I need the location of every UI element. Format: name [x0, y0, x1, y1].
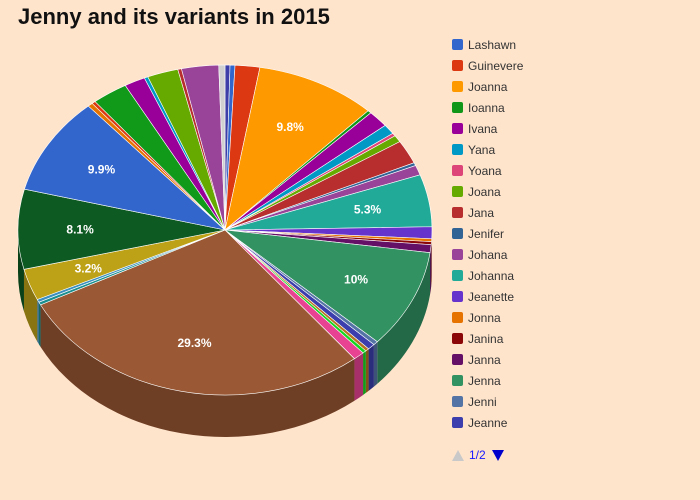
pie-label-janelle: 8.1%: [66, 222, 94, 236]
legend-swatch: [452, 417, 463, 428]
legend: Lashawn Guinevere Joanna Ioanna Ivana Yana Yoa…: [452, 34, 523, 433]
pager-down-icon[interactable]: [491, 449, 504, 461]
pie-label-giannina: 9.9%: [88, 163, 116, 177]
pie-side-group: [18, 230, 432, 437]
chart-title: Jenny and its variants in 2015: [18, 4, 330, 29]
legend-swatch: [452, 291, 463, 302]
legend-item[interactable]: Jeanne: [452, 412, 523, 433]
legend-label: Jenifer: [468, 226, 505, 241]
legend-swatch: [452, 165, 463, 176]
legend-item[interactable]: Lashawn: [452, 34, 523, 55]
legend-item[interactable]: Johana: [452, 244, 523, 265]
pie-slice-jenny[interactable]: [40, 229, 355, 396]
legend-item[interactable]: Ioanna: [452, 97, 523, 118]
pie-slice-jenna[interactable]: [223, 229, 431, 343]
legend-swatch: [452, 228, 463, 239]
legend-label: Guinevere: [468, 58, 524, 73]
pie-side-jennita: [23, 269, 38, 342]
legend-label: Johana: [468, 247, 508, 262]
legend-item[interactable]: Jenni: [452, 391, 523, 412]
pie-side-ginevra: [38, 302, 41, 347]
legend-swatch: [452, 102, 463, 113]
legend-swatch: [452, 186, 463, 197]
pie-side-jenna: [377, 252, 431, 384]
legend-label: Johanna: [468, 268, 515, 283]
legend-item[interactable]: Janna: [452, 349, 523, 370]
legend-label: Jenna: [468, 373, 501, 388]
pie-slice-joanna[interactable]: [224, 67, 369, 231]
legend-item[interactable]: Jenifer: [452, 223, 523, 244]
pie-side-giovanna: [37, 299, 39, 345]
pie-label-jenna: 10%: [344, 272, 368, 286]
legend-item[interactable]: Yoana: [452, 160, 523, 181]
pie-side-jeanne: [368, 344, 374, 391]
pie-side-jenine: [365, 348, 369, 393]
legend-swatch: [452, 60, 463, 71]
legend-swatch: [452, 144, 463, 155]
legend-swatch: [452, 354, 463, 365]
pie-slice-giannina[interactable]: [24, 105, 227, 231]
legend-label: Jeanette: [468, 289, 515, 304]
legend-item[interactable]: Johanna: [452, 265, 523, 286]
legend-label: Jenni: [468, 394, 497, 409]
legend-item[interactable]: Jonna: [452, 307, 523, 328]
legend-item[interactable]: Jenna: [452, 370, 523, 391]
legend-label: Jonna: [468, 310, 501, 325]
legend-label: Yoana: [468, 163, 502, 178]
legend-label: Joana: [468, 184, 501, 199]
pie-label-joanna: 9.8%: [276, 120, 304, 134]
legend-swatch: [452, 270, 463, 281]
legend-label: Yana: [468, 142, 496, 157]
pie-slice-jenica[interactable]: [218, 64, 226, 231]
pie-side-jenny: [40, 304, 355, 437]
pie-label-johanna: 5.3%: [354, 202, 382, 216]
legend-swatch: [452, 81, 463, 92]
legend-item[interactable]: Joana: [452, 181, 523, 202]
legend-swatch: [452, 207, 463, 218]
legend-item[interactable]: Yana: [452, 139, 523, 160]
pager-text: 1/2: [469, 448, 486, 462]
legend-swatch: [452, 123, 463, 134]
legend-label: Jeanne: [468, 415, 508, 430]
pager-up-icon[interactable]: [452, 449, 464, 461]
pie-side-jennifer: [354, 352, 364, 401]
legend-label: Ioanna: [468, 100, 505, 115]
legend-swatch: [452, 333, 463, 344]
pie-top-group: [17, 64, 433, 396]
legend-item[interactable]: Janina: [452, 328, 523, 349]
legend-label: Ivana: [468, 121, 498, 136]
legend-swatch: [452, 375, 463, 386]
pie-side-jennie: [363, 350, 366, 395]
pie-slice-janelle[interactable]: [17, 188, 226, 270]
legend-label: Janna: [468, 352, 501, 367]
pie-side-jenni: [373, 341, 378, 387]
legend-label: Jana: [468, 205, 495, 220]
legend-label: Janina: [468, 331, 504, 346]
legend-swatch: [452, 396, 463, 407]
legend-pager: 1/2: [452, 448, 504, 462]
pie-side-janna: [430, 244, 432, 295]
legend-item[interactable]: Ivana: [452, 118, 523, 139]
legend-swatch: [452, 312, 463, 323]
legend-item[interactable]: Jeanette: [452, 286, 523, 307]
legend-item[interactable]: Jana: [452, 202, 523, 223]
pie-chart: 9.8% 5.3% 10% 29.3% 3.2% 8.1% 9.9%: [17, 64, 433, 437]
legend-swatch: [452, 39, 463, 50]
legend-label: Lashawn: [468, 37, 517, 52]
legend-swatch: [452, 249, 463, 260]
legend-label: Joanna: [468, 79, 508, 94]
legend-item[interactable]: Guinevere: [452, 55, 523, 76]
pie-label-jenny: 29.3%: [177, 336, 211, 350]
legend-item[interactable]: Joanna: [452, 76, 523, 97]
pie-label-jennita: 3.2%: [75, 261, 103, 275]
